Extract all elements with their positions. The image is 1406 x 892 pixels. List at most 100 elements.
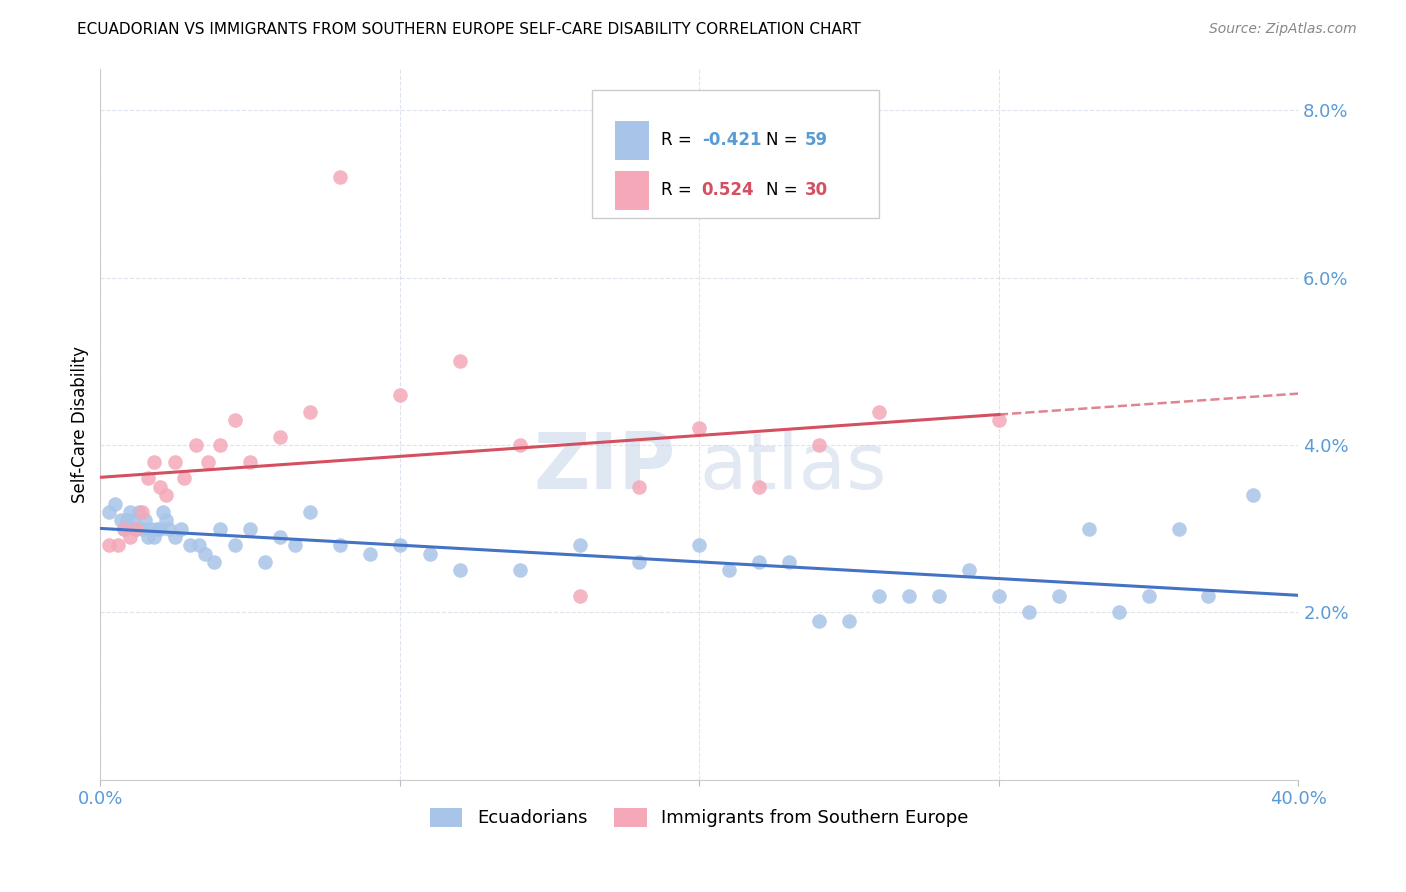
Point — [449, 354, 471, 368]
Point — [748, 555, 770, 569]
Text: R =: R = — [661, 131, 697, 149]
Point — [117, 513, 139, 527]
Point — [1108, 605, 1130, 619]
Point — [898, 589, 921, 603]
Point — [1241, 488, 1264, 502]
Point — [718, 564, 741, 578]
Point — [128, 505, 150, 519]
Point — [254, 555, 277, 569]
Point — [298, 404, 321, 418]
Point — [239, 455, 262, 469]
Text: Source: ZipAtlas.com: Source: ZipAtlas.com — [1209, 22, 1357, 37]
Point — [165, 455, 187, 469]
Point — [143, 530, 166, 544]
Point — [143, 455, 166, 469]
Point — [120, 505, 142, 519]
Point — [179, 538, 201, 552]
Point — [157, 522, 180, 536]
Point — [298, 505, 321, 519]
Text: ZIP: ZIP — [533, 429, 675, 505]
FancyBboxPatch shape — [592, 90, 879, 218]
Point — [868, 589, 890, 603]
Point — [152, 505, 174, 519]
Point — [134, 513, 156, 527]
Point — [131, 522, 153, 536]
Point — [568, 538, 591, 552]
Bar — [616, 170, 650, 210]
Point — [269, 429, 291, 443]
Point — [928, 589, 950, 603]
Point — [136, 530, 159, 544]
Point — [329, 170, 352, 185]
Point — [209, 522, 232, 536]
Point — [112, 522, 135, 536]
Point — [131, 505, 153, 519]
Point — [197, 455, 219, 469]
Point — [149, 480, 172, 494]
Point — [1167, 522, 1189, 536]
Point — [269, 530, 291, 544]
Point — [1047, 589, 1070, 603]
Point — [173, 471, 195, 485]
Point — [141, 522, 163, 536]
Point — [808, 614, 831, 628]
Point — [98, 505, 121, 519]
Point — [165, 530, 187, 544]
Point — [110, 513, 132, 527]
Point — [149, 522, 172, 536]
Point — [194, 547, 217, 561]
Text: N =: N = — [766, 131, 803, 149]
Point — [1077, 522, 1099, 536]
Point — [808, 438, 831, 452]
Point — [628, 555, 651, 569]
Point — [568, 589, 591, 603]
Point — [1018, 605, 1040, 619]
Point — [868, 404, 890, 418]
Point — [987, 589, 1010, 603]
Point — [419, 547, 441, 561]
Point — [388, 388, 411, 402]
Point — [224, 538, 246, 552]
Text: atlas: atlas — [699, 429, 887, 505]
Point — [112, 522, 135, 536]
Text: 0.524: 0.524 — [702, 181, 755, 199]
Point — [838, 614, 860, 628]
Text: -0.421: -0.421 — [702, 131, 761, 149]
Point — [170, 522, 193, 536]
Point — [188, 538, 211, 552]
Point — [957, 564, 980, 578]
Point — [1198, 589, 1220, 603]
Point — [1137, 589, 1160, 603]
Point — [628, 480, 651, 494]
Point — [107, 538, 129, 552]
Point — [239, 522, 262, 536]
Point — [186, 438, 208, 452]
Point — [122, 513, 145, 527]
Text: N =: N = — [766, 181, 803, 199]
Text: R =: R = — [661, 181, 697, 199]
Point — [388, 538, 411, 552]
Point — [155, 488, 177, 502]
Point — [284, 538, 307, 552]
Point — [509, 564, 531, 578]
Text: 59: 59 — [804, 131, 828, 149]
Y-axis label: Self-Care Disability: Self-Care Disability — [72, 345, 89, 502]
Point — [987, 413, 1010, 427]
Point — [136, 471, 159, 485]
Point — [155, 513, 177, 527]
Point — [509, 438, 531, 452]
Point — [125, 522, 148, 536]
Legend: Ecuadorians, Immigrants from Southern Europe: Ecuadorians, Immigrants from Southern Eu… — [423, 801, 976, 835]
Point — [202, 555, 225, 569]
Point — [359, 547, 381, 561]
Point — [688, 421, 710, 435]
Point — [329, 538, 352, 552]
Point — [98, 538, 121, 552]
Bar — [616, 120, 650, 160]
Point — [449, 564, 471, 578]
Text: 30: 30 — [804, 181, 828, 199]
Point — [688, 538, 710, 552]
Point — [224, 413, 246, 427]
Point — [209, 438, 232, 452]
Point — [778, 555, 800, 569]
